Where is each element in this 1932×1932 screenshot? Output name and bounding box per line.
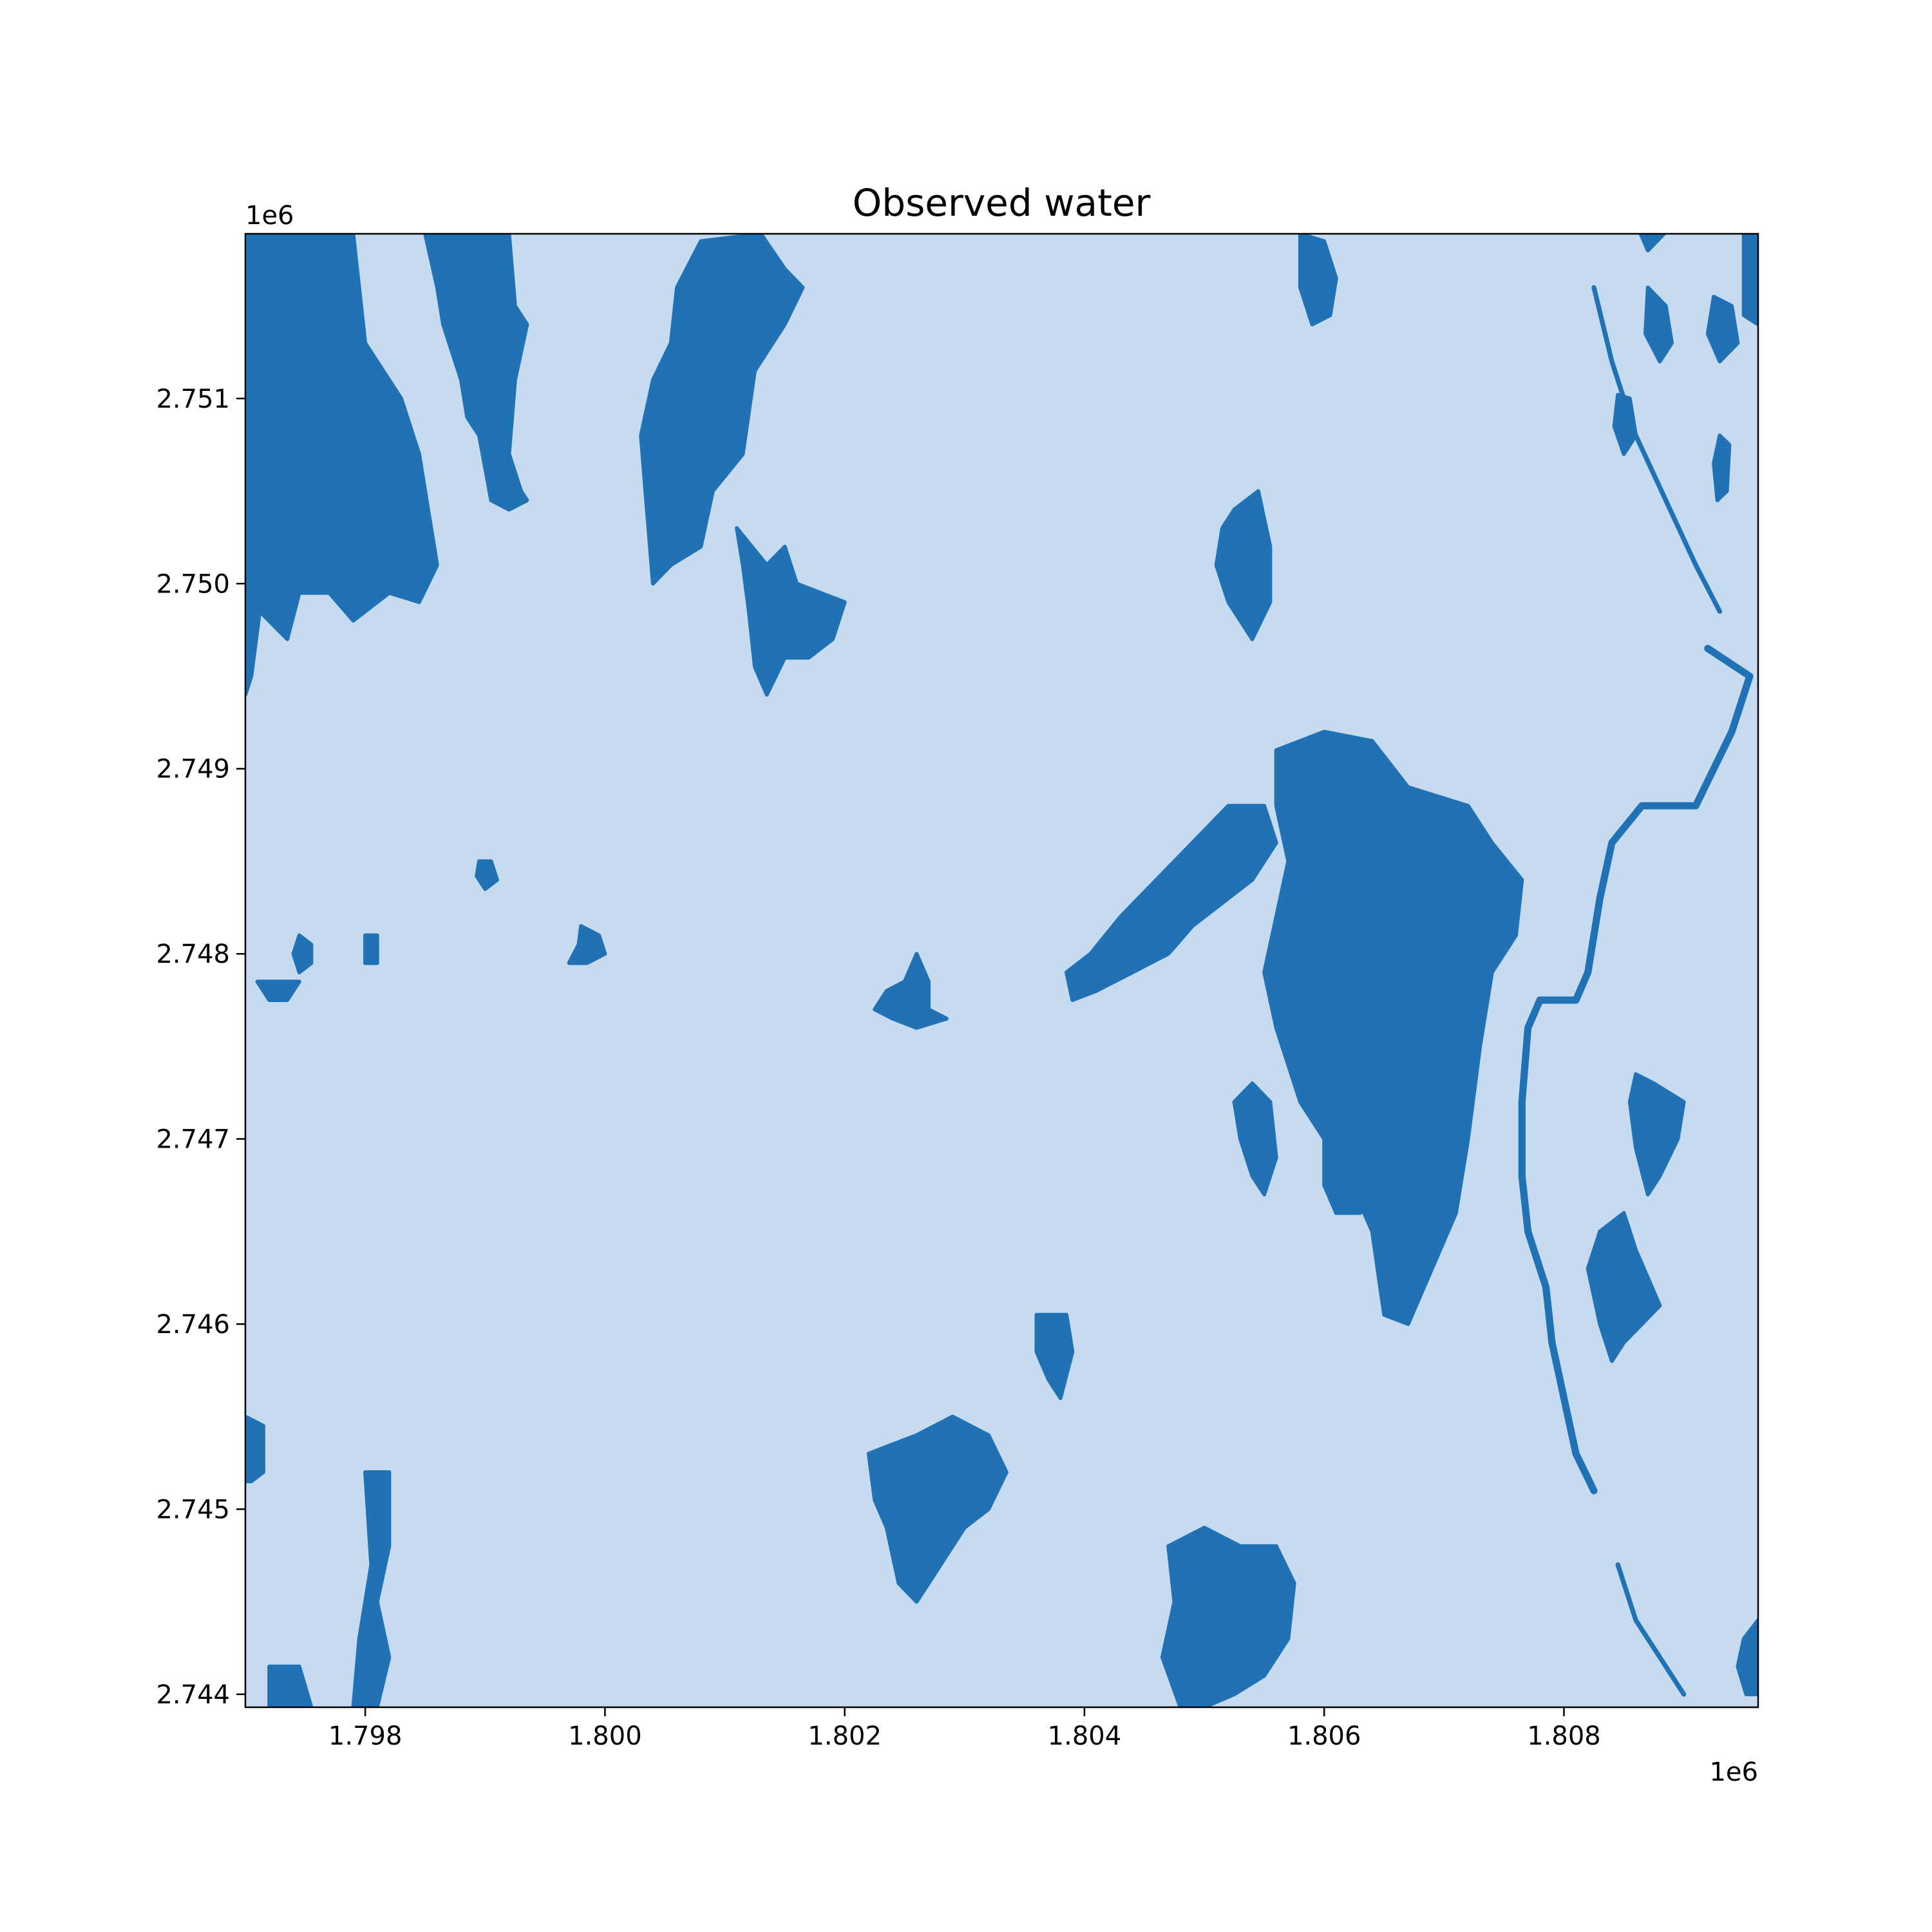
water-body-lake-1809-2744 (1736, 1618, 1758, 1696)
water-body-lake-1798-2744 (267, 1664, 314, 1707)
x-tick-label: 1.806 (1287, 1721, 1361, 1751)
y-axis: 2.744 2.745 2.746 2.747 2.748 2.749 2.750 2.751 (156, 384, 245, 1710)
water-body-n-lake-b (639, 234, 805, 586)
water-body-lake-1806-2747 (1322, 1118, 1374, 1215)
x-offset-label: 1e6 (1709, 1757, 1758, 1787)
y-tick-label: 2.750 (156, 569, 230, 599)
water-channel-north-channel (1591, 285, 1723, 614)
water-body-lake-1800-2748 (567, 924, 607, 965)
y-offset-label: 1e6 (245, 201, 294, 231)
water-body-pond-1809-2751a (1643, 285, 1674, 364)
y-tick-label: 2.751 (156, 384, 230, 414)
water-body-pond-1809-2751b (1705, 294, 1740, 364)
y-tick-label: 2.744 (156, 1680, 230, 1710)
water-body-lake-1803-2745 (866, 1414, 1009, 1604)
plot-frame (244, 232, 1759, 1709)
water-body-lake-1805-2744 (1160, 1526, 1296, 1707)
water-body-lake-1798c-2748 (363, 933, 379, 965)
water-body-pond-1810-2751 (1612, 393, 1638, 457)
water-body-lake-1805-2750 (1214, 489, 1273, 641)
water-body-lake-1804-2746 (1034, 1312, 1075, 1400)
water-body-n-lake-a (423, 234, 529, 512)
water-body-lake-1810-2750 (1741, 234, 1758, 327)
water-body-lake-1803-2748 (873, 952, 949, 1030)
x-tick-label: 1.804 (1048, 1721, 1122, 1751)
water-body-lake-1801-2750 (735, 526, 847, 697)
y-tick-label: 2.745 (156, 1495, 230, 1524)
water-body-lake-1798-2748 (291, 933, 314, 974)
y-tick-label: 2.746 (156, 1310, 230, 1340)
water-body-lake-1805-2747 (1232, 1081, 1278, 1197)
water-body-lake-1808-2746 (1586, 1211, 1662, 1363)
water-body-central-lake-complex (1262, 730, 1524, 1326)
water-body-western-lobe (1065, 804, 1278, 1002)
water-channel-south-east-channel (1615, 1562, 1687, 1697)
water-body-eastern-lake-1809-2747 (1627, 1072, 1686, 1197)
water-layer (245, 234, 1758, 1707)
water-body-lake-1797-2745 (245, 1414, 265, 1484)
y-tick-label: 2.748 (156, 940, 230, 969)
water-body-pond-1807-2751 (1638, 234, 1667, 252)
x-tick-label: 1.798 (328, 1721, 402, 1751)
y-tick-label: 2.749 (156, 755, 230, 784)
water-body-nw-lake-complex (245, 234, 439, 697)
water-body-lake-1799-2745 (351, 1470, 392, 1707)
x-tick-label: 1.800 (568, 1721, 642, 1751)
water-body-pond-1809-2751c (1712, 433, 1732, 502)
water-body-pond-1806-2751 (1298, 234, 1338, 327)
y-tick-label: 2.747 (156, 1125, 230, 1155)
x-tick-label: 1.802 (808, 1721, 882, 1751)
water-body-lake-1799-2748 (475, 859, 499, 891)
water-body-lake-1798b-2748 (255, 980, 301, 1002)
chart-title: Observed water (853, 181, 1151, 225)
x-tick-label: 1.808 (1527, 1721, 1601, 1751)
x-axis: 1.798 1.800 1.802 1.804 1.806 1.808 (328, 1707, 1601, 1751)
water-channel-eastern-river (1518, 645, 1754, 1495)
